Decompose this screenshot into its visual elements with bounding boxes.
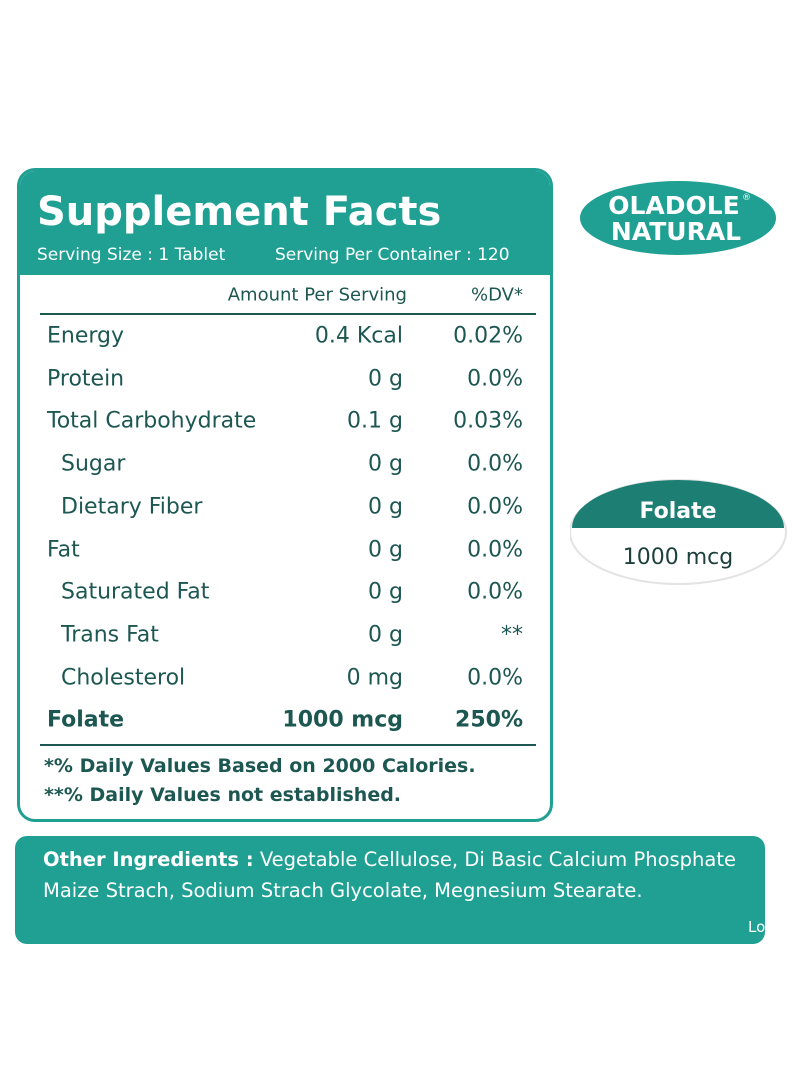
row-dv: 0.0% xyxy=(467,451,523,477)
servings-per-container: Serving Per Container : 120 xyxy=(275,245,510,265)
divider xyxy=(40,744,536,746)
row-amount: 1000 mcg xyxy=(282,707,403,733)
ingredients-heading: Other Ingredients : xyxy=(43,848,254,871)
overflow-text: Lo xyxy=(748,918,766,936)
supplement-panel: Supplement Facts Serving Size : 1 Tablet… xyxy=(17,168,553,822)
row-name: Dietary Fiber xyxy=(61,494,203,520)
row-name: Energy xyxy=(47,323,125,349)
row-dv: 0.03% xyxy=(453,408,523,434)
row-amount: 0 mg xyxy=(346,665,403,691)
row-amount: 0.1 g xyxy=(347,408,403,434)
row-dv: 0.02% xyxy=(453,323,523,349)
column-header: Amount Per Serving xyxy=(227,284,407,306)
row-amount: 0 g xyxy=(368,537,403,562)
badge-name: Folate xyxy=(639,499,716,524)
row-name: Trans Fat xyxy=(61,622,159,648)
ingredients-box: Other Ingredients : Vegetable Cellulose,… xyxy=(15,836,765,944)
footnote: *% Daily Values Based on 2000 Calories. xyxy=(44,755,476,777)
ingredients-text: Vegetable Cellulose, Di Basic Calcium Ph… xyxy=(43,848,736,902)
serving-size: Serving Size : 1 Tablet xyxy=(37,245,226,265)
row-name: Fat xyxy=(47,537,80,562)
row-dv: 250% xyxy=(455,707,523,733)
ingredients: Other Ingredients : Vegetable Cellulose,… xyxy=(43,844,755,906)
row-dv: ** xyxy=(501,622,523,648)
badge-amount: 1000 mcg xyxy=(623,545,733,570)
row-dv: 0.0% xyxy=(467,366,523,392)
row-dv: 0.0% xyxy=(467,537,523,562)
row-amount: 0 g xyxy=(368,451,403,477)
row-amount: 0 g xyxy=(368,494,403,520)
row-name: Cholesterol xyxy=(61,665,186,691)
brand-line: NATURAL xyxy=(611,217,741,246)
brand-line: OLADOLE xyxy=(608,191,740,220)
row-amount: 0 g xyxy=(368,579,403,605)
column-header: %DV* xyxy=(471,284,523,306)
row-name: Total Carbohydrate xyxy=(47,408,257,434)
brand-mark: ® xyxy=(742,193,751,203)
row-name: Sugar xyxy=(61,451,126,477)
row-name: Protein xyxy=(47,366,125,392)
divider xyxy=(40,313,536,315)
row-dv: 0.0% xyxy=(467,665,523,691)
row-dv: 0.0% xyxy=(467,579,523,605)
row-dv: 0.0% xyxy=(467,494,523,520)
row-name: Saturated Fat xyxy=(61,579,210,605)
row-amount: 0 g xyxy=(368,366,403,392)
side-graphics: OLADOLE ® NATURAL Folate 1000 mcg xyxy=(570,181,787,585)
footnote: **% Daily Values not established. xyxy=(44,784,402,806)
brand-logo xyxy=(580,181,776,255)
panel-header: Supplement Facts Serving Size : 1 Tablet… xyxy=(20,171,550,275)
row-amount: 0.4 Kcal xyxy=(314,323,403,349)
badge-top xyxy=(572,480,784,528)
row-name: Folate xyxy=(47,707,125,733)
title: Supplement Facts xyxy=(37,189,442,235)
row-amount: 0 g xyxy=(368,622,403,648)
